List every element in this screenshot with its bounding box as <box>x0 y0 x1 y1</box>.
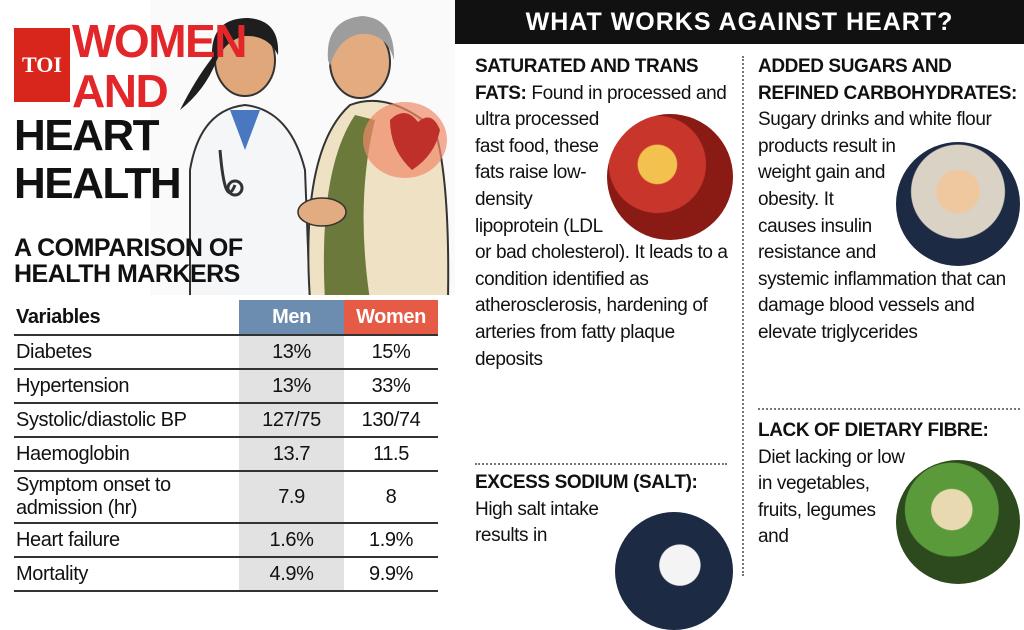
table-row: Haemoglobin 13.7 11.5 <box>14 437 438 472</box>
image <box>607 114 733 240</box>
row-label: Haemoglobin <box>14 437 239 472</box>
separator <box>475 463 727 465</box>
title-red: AND <box>72 65 169 117</box>
section-body: Sugary drinks and white flour products r… <box>758 109 1006 343</box>
row-label: Heart failure <box>14 523 239 558</box>
cell-value: 1.9% <box>344 523 438 558</box>
section: ADDED SUGARS AND REFINED CARBOHYDRATES: … <box>758 54 1020 347</box>
table-row: Diabetes 13% 15% <box>14 335 438 370</box>
cell-value: 8 <box>344 471 438 524</box>
header-row: Variables Men Women <box>14 300 438 336</box>
cell-value: 15% <box>344 335 438 370</box>
row-label: Systolic/diastolic BP <box>14 403 239 438</box>
row-label: Diabetes <box>14 335 239 370</box>
logo: TOI <box>14 28 70 102</box>
section-heading: ADDED SUGARS AND REFINED CARBOHYDRATES: <box>758 56 1017 104</box>
page: TOI WOMEN AND HEART HEALTH A COMPARISON … <box>14 0 1024 630</box>
title: HEART <box>14 111 160 160</box>
section-heading: LACK OF DIETARY FIBRE: <box>758 420 989 441</box>
table-row: Symptom onset to admission (hr) 7.9 8 <box>14 471 438 524</box>
cell-value: 11.5 <box>344 437 438 472</box>
cell-value: 13.7 <box>239 437 344 472</box>
separator <box>742 56 744 576</box>
table-heading: A COMPARISON OF <box>14 234 243 262</box>
row-label: Hypertension <box>14 369 239 404</box>
image <box>896 142 1020 266</box>
row-label: Mortality <box>14 557 239 592</box>
image <box>896 460 1020 584</box>
section-body: Found in processed and ultra processed f… <box>475 82 728 370</box>
separator <box>758 408 1020 410</box>
illustration <box>150 0 455 295</box>
column-header: Women <box>344 300 438 336</box>
cell-value: 7.9 <box>239 471 344 524</box>
cell-value: 130/74 <box>344 403 438 438</box>
table-row: Hypertension 13% 33% <box>14 369 438 404</box>
section: SATURATED AND TRANS FATS: Found in proce… <box>475 54 733 373</box>
section: LACK OF DIETARY FIBRE: Diet lacking or l… <box>758 418 1020 584</box>
section: EXCESS SODIUM (SALT): High salt intake r… <box>475 470 733 630</box>
comparison-table: Variables Men Women Diabetes 13% 15% Hypertens… <box>14 300 438 592</box>
cell-value: 1.6% <box>239 523 344 558</box>
cell-value: 127/75 <box>239 403 344 438</box>
table-row: Mortality 4.9% 9.9% <box>14 557 438 592</box>
section-heading: SATURATED AND TRANS FATS: <box>475 56 699 104</box>
title: HEALTH <box>14 159 182 208</box>
cell-value: 9.9% <box>344 557 438 592</box>
cell-value: 33% <box>344 369 438 404</box>
cell-value: 13% <box>239 369 344 404</box>
column-header: Variables <box>14 300 239 336</box>
cell-value: 4.9% <box>239 557 344 592</box>
table-heading: HEALTH MARKERS <box>14 260 240 288</box>
row-label: Symptom onset to admission (hr) <box>14 471 239 524</box>
cell-value: 13% <box>239 335 344 370</box>
section-heading: EXCESS SODIUM (SALT): <box>475 472 698 493</box>
section-body: High salt intake results in <box>475 498 599 547</box>
column-header: Men <box>239 300 344 336</box>
title-red: WOMEN <box>72 15 247 67</box>
image <box>615 512 733 630</box>
section-body: Diet lacking or low in vegetables, fruit… <box>758 446 905 548</box>
table-row: Heart failure 1.6% 1.9% <box>14 523 438 558</box>
table-row: Systolic/diastolic BP 127/75 130/74 <box>14 403 438 438</box>
panel-title: WHAT WORKS AGAINST HEART? <box>455 0 1024 44</box>
